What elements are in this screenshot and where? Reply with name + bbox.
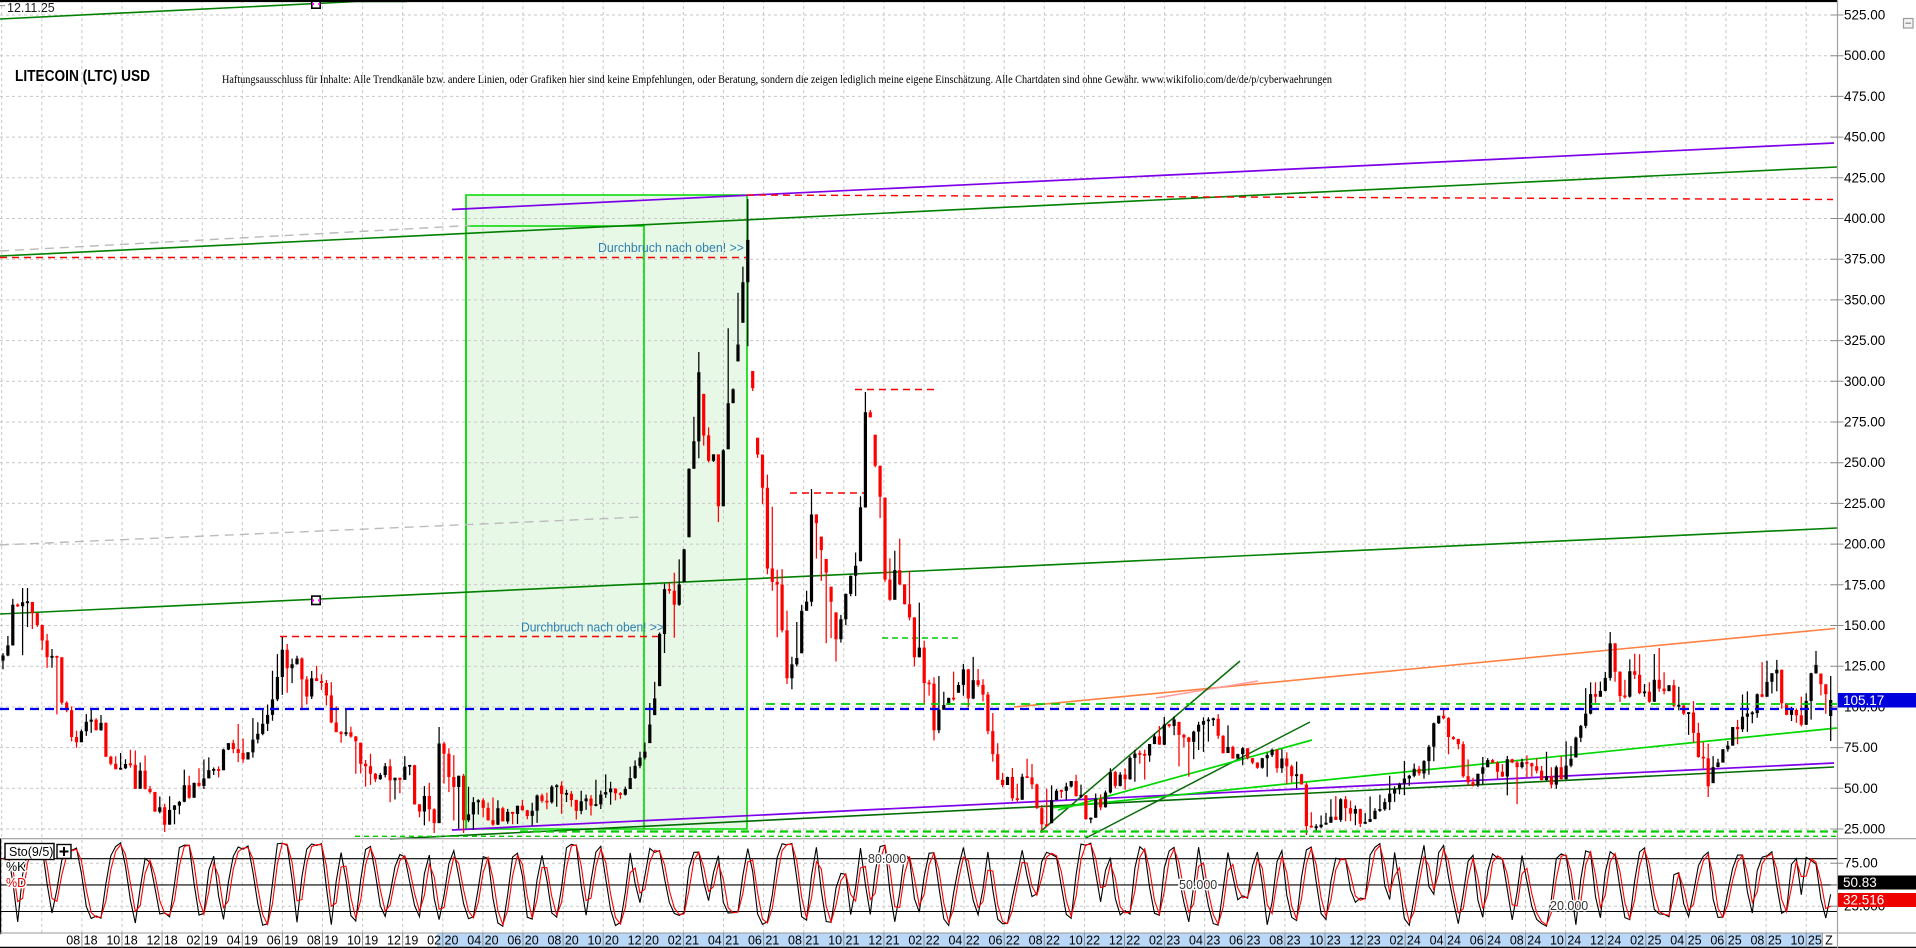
svg-text:02 24: 02 24: [1390, 934, 1421, 948]
svg-text:Z: Z: [1825, 934, 1833, 948]
svg-text:12 24: 12 24: [1590, 934, 1621, 948]
svg-text:450.00: 450.00: [1844, 130, 1885, 145]
svg-text:12 23: 12 23: [1349, 934, 1380, 948]
svg-text:Sto(9/5): Sto(9/5): [9, 845, 53, 859]
svg-text:04 22: 04 22: [948, 934, 979, 948]
svg-text:475.00: 475.00: [1844, 89, 1885, 104]
svg-text:250.00: 250.00: [1844, 455, 1885, 470]
svg-text:10 25: 10 25: [1791, 934, 1822, 948]
svg-text:12 21: 12 21: [868, 934, 899, 948]
svg-text:08 22: 08 22: [1029, 934, 1060, 948]
svg-text:350.00: 350.00: [1844, 292, 1885, 307]
svg-text:10 23: 10 23: [1309, 934, 1340, 948]
svg-text:02 22: 02 22: [908, 934, 939, 948]
svg-text:12 20: 12 20: [628, 934, 659, 948]
svg-text:Durchbruch nach oben! >>: Durchbruch nach oben! >>: [598, 241, 744, 255]
svg-text:500.00: 500.00: [1844, 48, 1885, 63]
svg-text:75.00: 75.00: [1844, 856, 1878, 871]
svg-text:12.11.25: 12.11.25: [7, 1, 55, 15]
svg-text:25.000: 25.000: [1844, 822, 1885, 837]
svg-text:275.00: 275.00: [1844, 415, 1885, 430]
svg-text:06 25: 06 25: [1710, 934, 1741, 948]
svg-text:10 20: 10 20: [588, 934, 619, 948]
svg-text:06 19: 06 19: [267, 934, 298, 948]
svg-text:02 25: 02 25: [1630, 934, 1661, 948]
svg-text:75.00: 75.00: [1844, 740, 1878, 755]
svg-text:%K: %K: [6, 860, 26, 874]
svg-text:375.00: 375.00: [1844, 252, 1885, 267]
svg-text:10 24: 10 24: [1550, 934, 1581, 948]
svg-text:400.00: 400.00: [1844, 211, 1885, 226]
svg-text:06 24: 06 24: [1470, 934, 1501, 948]
svg-text:08 19: 08 19: [307, 934, 338, 948]
svg-text:08 21: 08 21: [788, 934, 819, 948]
svg-text:12 18: 12 18: [146, 934, 177, 948]
svg-text:325.00: 325.00: [1844, 333, 1885, 348]
svg-text:04 21: 04 21: [708, 934, 739, 948]
svg-text:02 23: 02 23: [1149, 934, 1180, 948]
svg-text:Durchbruch nach oben! >>: Durchbruch nach oben! >>: [521, 621, 664, 635]
svg-text:10 22: 10 22: [1069, 934, 1100, 948]
svg-text:175.00: 175.00: [1844, 577, 1885, 592]
svg-text:150.00: 150.00: [1844, 618, 1885, 633]
svg-text:300.00: 300.00: [1844, 374, 1885, 389]
svg-text:04 24: 04 24: [1430, 934, 1461, 948]
svg-text:50.000: 50.000: [1179, 878, 1217, 892]
svg-text:10 19: 10 19: [347, 934, 378, 948]
svg-text:105.17: 105.17: [1843, 693, 1884, 708]
svg-text:80.000: 80.000: [868, 852, 906, 866]
svg-text:425.00: 425.00: [1844, 170, 1885, 185]
svg-text:08 23: 08 23: [1269, 934, 1300, 948]
svg-text:06 21: 06 21: [748, 934, 779, 948]
svg-text:04 23: 04 23: [1189, 934, 1220, 948]
svg-text:08 24: 08 24: [1510, 934, 1541, 948]
svg-text:12 22: 12 22: [1109, 934, 1140, 948]
svg-text:%D: %D: [6, 876, 26, 890]
svg-text:08 20: 08 20: [547, 934, 578, 948]
svg-text:06 20: 06 20: [507, 934, 538, 948]
svg-text:08 18: 08 18: [66, 934, 97, 948]
svg-text:04 19: 04 19: [227, 934, 258, 948]
svg-text:02 21: 02 21: [668, 934, 699, 948]
svg-text:225.00: 225.00: [1844, 496, 1885, 511]
svg-text:06 22: 06 22: [989, 934, 1020, 948]
svg-text:50.83: 50.83: [1843, 875, 1877, 890]
svg-text:04 25: 04 25: [1670, 934, 1701, 948]
svg-text:LITECOIN (LTC) USD: LITECOIN (LTC) USD: [15, 68, 150, 85]
svg-text:200.00: 200.00: [1844, 537, 1885, 552]
svg-text:125.00: 125.00: [1844, 659, 1885, 674]
svg-text:50.00: 50.00: [1844, 781, 1878, 796]
svg-text:02 19: 02 19: [187, 934, 218, 948]
svg-text:32.516: 32.516: [1843, 893, 1884, 908]
svg-text:04 20: 04 20: [467, 934, 498, 948]
svg-text:525.00: 525.00: [1844, 8, 1885, 23]
svg-text:10 21: 10 21: [828, 934, 859, 948]
svg-text:20.000: 20.000: [1550, 899, 1588, 913]
svg-text:Haftungsausschluss für Inhalte: Haftungsausschluss für Inhalte: Alle Tre…: [222, 72, 1332, 86]
svg-text:06 23: 06 23: [1229, 934, 1260, 948]
svg-text:12 19: 12 19: [387, 934, 418, 948]
svg-text:08 25: 08 25: [1750, 934, 1781, 948]
svg-text:02 20: 02 20: [427, 934, 458, 948]
svg-text:10 18: 10 18: [106, 934, 137, 948]
